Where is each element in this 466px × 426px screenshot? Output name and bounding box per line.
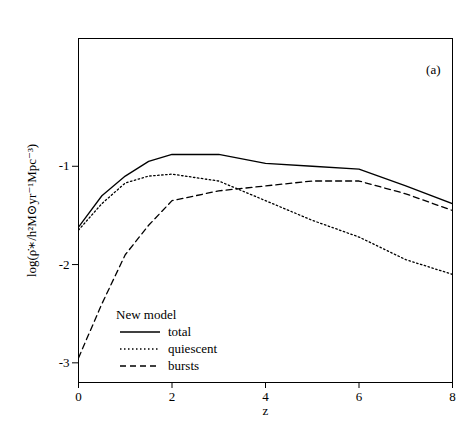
html-text:quiescent: quiescent (168, 341, 218, 356)
svg-text:4: 4 (262, 389, 269, 404)
svg-text:log(ρ̇∗/h²M⊙yr⁻¹Mpc⁻³): log(ρ̇∗/h²M⊙yr⁻¹Mpc⁻³) (24, 144, 39, 277)
html-text:bursts: bursts (168, 358, 200, 373)
svg-text:-2: -2 (59, 257, 70, 272)
svg-text:-3: -3 (59, 355, 70, 370)
svg-text:z: z (263, 403, 269, 418)
html-text:total: total (168, 324, 192, 339)
svg-text:(a): (a) (426, 62, 440, 77)
html-text:New model: New model (116, 307, 177, 322)
svg-text:2: 2 (169, 389, 176, 404)
svg-text:0: 0 (75, 389, 82, 404)
svg-text:-1: -1 (59, 158, 70, 173)
svg-text:8: 8 (449, 389, 456, 404)
svg-text:6: 6 (356, 389, 363, 404)
